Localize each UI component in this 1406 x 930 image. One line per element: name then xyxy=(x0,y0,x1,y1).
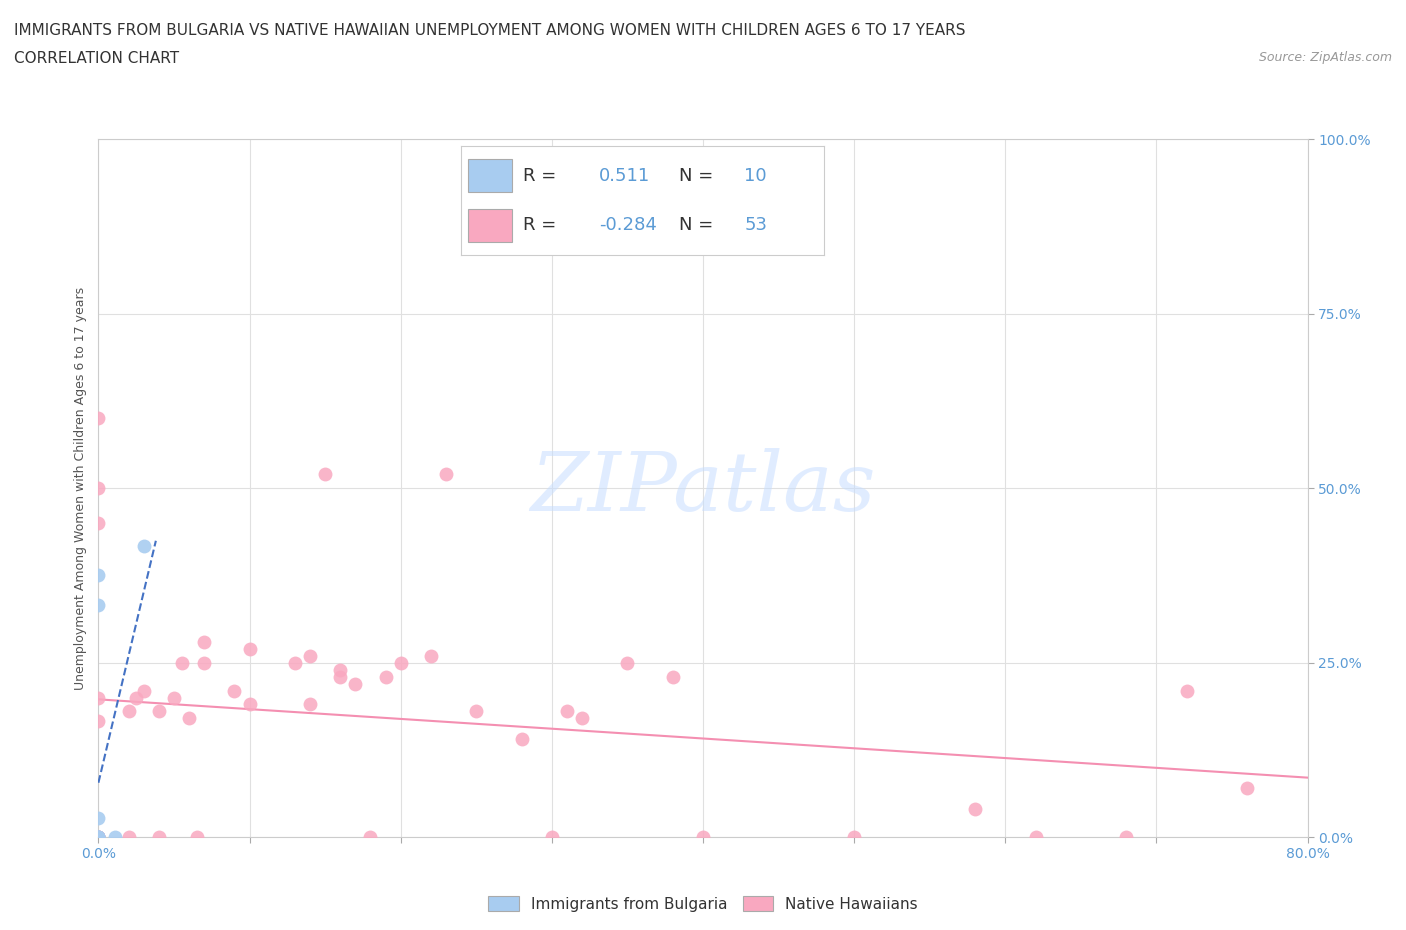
Point xyxy=(104,830,127,844)
Point xyxy=(87,830,110,844)
Point xyxy=(374,670,396,684)
Point xyxy=(193,634,215,649)
Point xyxy=(692,830,714,844)
Point xyxy=(284,655,307,670)
Point xyxy=(177,711,201,725)
Point xyxy=(87,481,110,496)
Point xyxy=(571,711,593,725)
Point xyxy=(125,690,148,705)
Point xyxy=(239,642,262,657)
Point xyxy=(540,830,562,844)
Point xyxy=(87,830,110,844)
Point xyxy=(419,648,441,663)
Point xyxy=(87,830,110,844)
Point xyxy=(87,830,110,844)
Point xyxy=(87,830,110,844)
Point xyxy=(389,655,412,670)
Point xyxy=(360,830,382,844)
Point xyxy=(87,830,110,844)
Point xyxy=(1024,830,1046,844)
Point xyxy=(118,704,141,719)
Point xyxy=(314,467,336,482)
Point xyxy=(170,655,193,670)
Point xyxy=(87,830,110,844)
Point xyxy=(329,662,352,677)
Point xyxy=(465,704,488,719)
Text: ZIPatlas: ZIPatlas xyxy=(530,448,876,528)
Point xyxy=(965,802,987,817)
Point xyxy=(344,676,367,691)
Point xyxy=(87,830,110,844)
Point xyxy=(434,467,457,482)
Point xyxy=(118,830,141,844)
Text: Source: ZipAtlas.com: Source: ZipAtlas.com xyxy=(1258,51,1392,64)
Point xyxy=(844,830,866,844)
Point xyxy=(299,698,322,712)
Point xyxy=(186,830,208,844)
Point xyxy=(87,830,110,844)
Point xyxy=(1175,683,1198,698)
Point xyxy=(87,690,110,705)
Point xyxy=(87,597,110,612)
Point xyxy=(299,648,322,663)
Point xyxy=(1115,830,1137,844)
Point xyxy=(163,690,186,705)
Point xyxy=(555,704,578,719)
Point xyxy=(87,830,110,844)
Point xyxy=(1236,781,1258,796)
Point xyxy=(87,411,110,426)
Y-axis label: Unemployment Among Women with Children Ages 6 to 17 years: Unemployment Among Women with Children A… xyxy=(75,286,87,690)
Point xyxy=(87,830,110,844)
Point xyxy=(661,670,683,684)
Point xyxy=(193,655,215,670)
Point xyxy=(224,683,246,698)
Point xyxy=(616,655,638,670)
Point xyxy=(87,568,110,583)
Legend: Immigrants from Bulgaria, Native Hawaiians: Immigrants from Bulgaria, Native Hawaiia… xyxy=(482,889,924,918)
Text: IMMIGRANTS FROM BULGARIA VS NATIVE HAWAIIAN UNEMPLOYMENT AMONG WOMEN WITH CHILDR: IMMIGRANTS FROM BULGARIA VS NATIVE HAWAI… xyxy=(14,23,966,38)
Point xyxy=(148,830,170,844)
Point xyxy=(87,515,110,530)
Point xyxy=(239,698,262,712)
Point xyxy=(87,830,110,844)
Text: CORRELATION CHART: CORRELATION CHART xyxy=(14,51,179,66)
Point xyxy=(87,713,110,728)
Point xyxy=(132,683,155,698)
Point xyxy=(148,704,170,719)
Point xyxy=(510,732,533,747)
Point xyxy=(87,811,110,826)
Point xyxy=(329,670,352,684)
Point xyxy=(132,538,155,553)
